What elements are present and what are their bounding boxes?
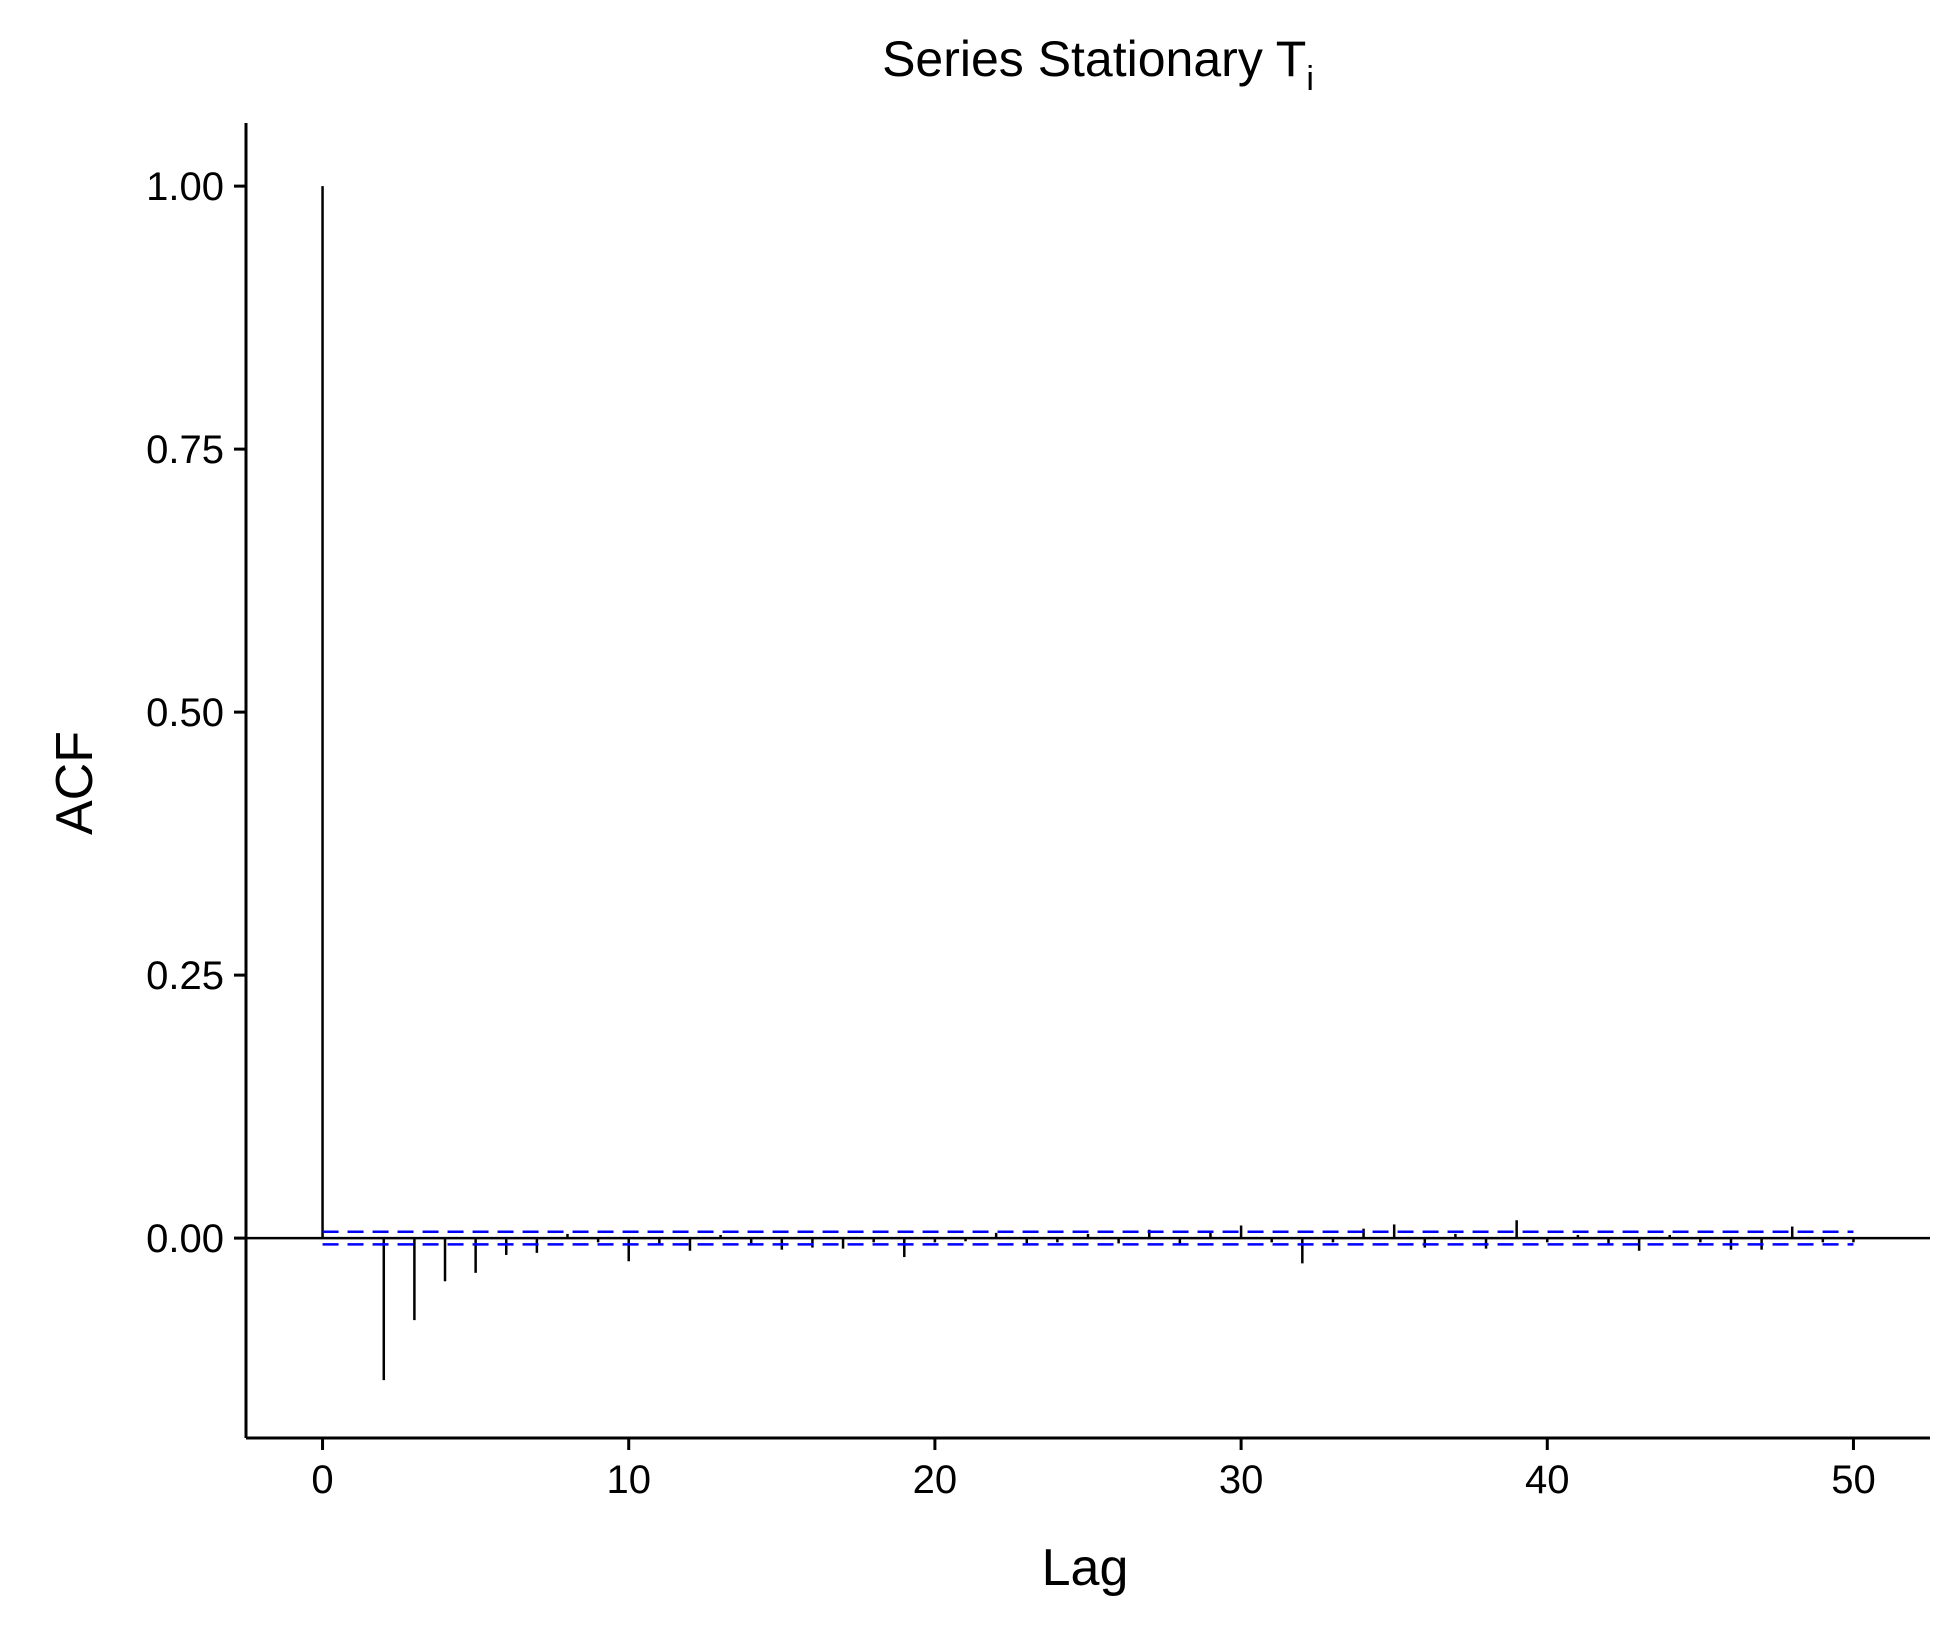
y-tick-label: 0.75 <box>146 428 224 472</box>
x-tick-label: 50 <box>1831 1458 1876 1502</box>
x-tick-label: 20 <box>913 1458 958 1502</box>
y-tick-label: 0.50 <box>146 691 224 735</box>
x-axis-title: Lag <box>1042 1539 1129 1597</box>
y-tick-label: 1.00 <box>146 165 224 209</box>
y-tick-label: 0.00 <box>146 1217 224 1261</box>
plot-area: 0.00 0.25 0.50 0.75 1.00 0 10 20 30 40 50 <box>146 123 1930 1502</box>
x-tick-label: 40 <box>1525 1458 1570 1502</box>
y-axis-title: ACF <box>46 731 104 835</box>
x-tick-label: 30 <box>1219 1458 1264 1502</box>
chart-title: Series Stationary Ti <box>882 31 1314 98</box>
x-tick-label: 10 <box>606 1458 651 1502</box>
chart-title-main: Series Stationary T <box>882 31 1306 87</box>
chart-title-subscript: i <box>1306 60 1314 98</box>
y-tick-label: 0.25 <box>146 954 224 998</box>
x-tick-label: 0 <box>311 1458 333 1502</box>
